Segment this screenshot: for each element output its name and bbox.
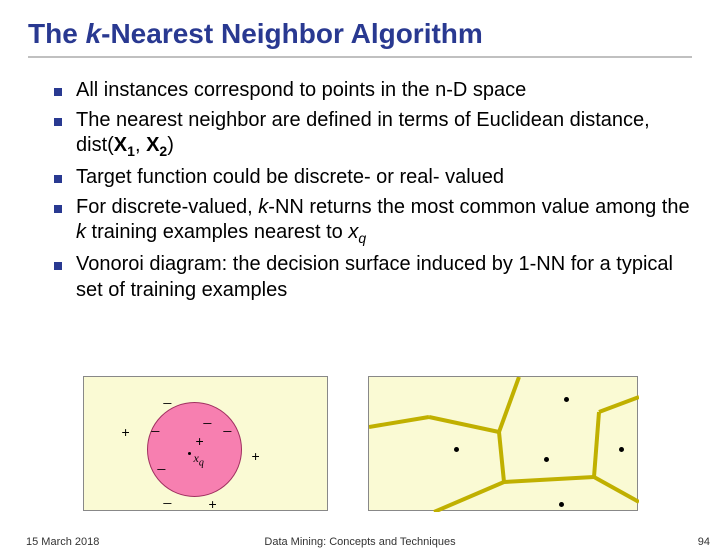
- knn-point: +: [209, 497, 217, 511]
- knn-point: _: [224, 417, 232, 431]
- xq-dot: [188, 452, 191, 455]
- title-post: -Nearest Neighbor Algorithm: [101, 18, 483, 49]
- title-underline: [28, 56, 692, 58]
- bullet-2: The nearest neighbor are defined in term…: [54, 108, 692, 162]
- voronoi-point: [559, 502, 564, 507]
- knn-point: +: [196, 434, 204, 448]
- voronoi-point: [544, 457, 549, 462]
- bullet-1: All instances correspond to points in th…: [54, 78, 692, 104]
- knn-point: +: [122, 425, 130, 439]
- footer-center: Data Mining: Concepts and Techniques: [0, 536, 720, 548]
- bullet-list: All instances correspond to points in th…: [28, 78, 692, 303]
- voronoi-point: [564, 397, 569, 402]
- voronoi-lines: [369, 377, 639, 512]
- xq-label: xq: [194, 451, 204, 468]
- footer-page-number: 94: [698, 536, 710, 548]
- bullet-3: Target function could be discrete- or re…: [54, 165, 692, 191]
- knn-point: _: [204, 409, 212, 423]
- voronoi-diagram: [368, 376, 638, 511]
- knn-point: +: [252, 449, 260, 463]
- slide-container: The k-Nearest Neighbor Algorithm All ins…: [0, 0, 720, 540]
- diagrams-row: xq ______++++: [0, 376, 720, 516]
- bullet-4: For discrete-valued, k-NN returns the mo…: [54, 195, 692, 249]
- knn-point: _: [164, 489, 172, 503]
- voronoi-point: [619, 447, 624, 452]
- knn-point: _: [158, 455, 166, 469]
- knn-point: _: [152, 417, 160, 431]
- knn-point: _: [164, 389, 172, 403]
- title-italic-k: k: [86, 18, 102, 49]
- slide-title: The k-Nearest Neighbor Algorithm: [28, 18, 692, 50]
- voronoi-point: [454, 447, 459, 452]
- title-pre: The: [28, 18, 86, 49]
- bullet-5: Vonoroi diagram: the decision surface in…: [54, 252, 692, 303]
- knn-diagram: xq ______++++: [83, 376, 328, 511]
